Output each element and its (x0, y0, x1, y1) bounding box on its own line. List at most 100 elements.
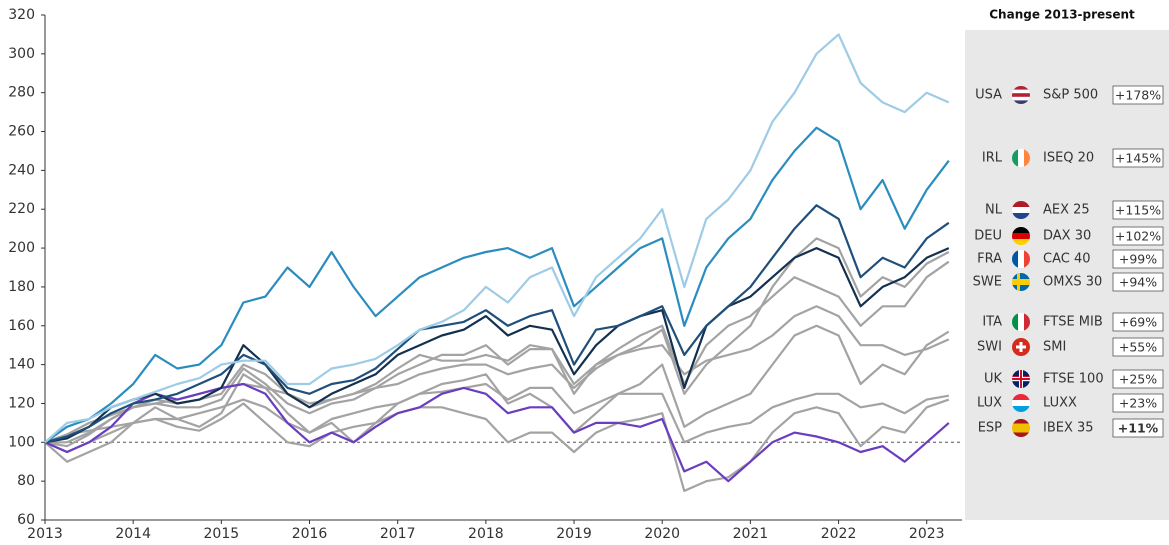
y-tick-label: 220 (8, 201, 35, 217)
flag-stripe (1012, 432, 1030, 437)
legend-country: FRA (977, 252, 1002, 267)
flag-stripe (1012, 428, 1030, 433)
flag (1012, 338, 1030, 356)
flag-stripe (1012, 89, 1030, 94)
legend-change: +11% (1118, 421, 1159, 436)
change-box (1112, 249, 1164, 269)
change-box (1112, 200, 1164, 220)
flag-stripe (1012, 273, 1030, 280)
legend-country: SWI (977, 340, 1002, 355)
flag-cross (1017, 273, 1020, 291)
flag-stripe (1012, 233, 1030, 240)
flag (1012, 250, 1030, 268)
flag-stripe (1012, 96, 1030, 101)
flag-stripe (1012, 207, 1030, 214)
y-tick-label: 60 (17, 512, 35, 528)
flag (1012, 227, 1030, 245)
series-line (44, 382, 950, 483)
legend-country: SWE (973, 275, 1002, 290)
x-tick-label: 2016 (292, 526, 328, 542)
flag (1012, 149, 1030, 167)
legend-country: ESP (978, 421, 1002, 436)
legend-name: ISEQ 20 (1043, 151, 1094, 166)
legend-name: LUXX (1043, 396, 1077, 411)
flag-stripe (1024, 313, 1030, 331)
x-tick-label: 2021 (733, 526, 769, 542)
series-line (44, 324, 950, 463)
y-tick-label: 80 (17, 473, 35, 489)
legend-name: S&P 500 (1043, 88, 1098, 103)
legend-country: DEU (974, 229, 1002, 244)
legend-name: SMI (1043, 340, 1066, 355)
y-tick-label: 100 (8, 434, 35, 450)
change-box (1112, 148, 1164, 168)
legend-change: +25% (1119, 372, 1157, 387)
change-box (1112, 272, 1164, 292)
y-tick-label: 200 (8, 240, 35, 256)
flag (1012, 86, 1030, 104)
series-line (44, 398, 950, 492)
x-tick-label: 2020 (644, 526, 680, 542)
legend-country: UK (984, 372, 1003, 387)
change-box (1112, 312, 1164, 332)
legend-change: +102% (1115, 229, 1161, 244)
x-tick-label: 2023 (909, 526, 945, 542)
flag-stripe (1012, 419, 1030, 424)
flag (1012, 201, 1030, 219)
flag-stripe (1012, 406, 1030, 412)
flag-stripe (1012, 86, 1030, 91)
series-line (45, 237, 950, 444)
legend-name: CAC 40 (1043, 252, 1091, 267)
x-tick-label: 2013 (27, 526, 63, 542)
y-tick-label: 180 (8, 279, 35, 295)
flag-stripe (1012, 149, 1019, 167)
legend-country: IRL (982, 151, 1003, 166)
series-line (44, 33, 950, 444)
change-box (1112, 337, 1164, 357)
x-tick-label: 2015 (204, 526, 240, 542)
flag-stripe (1012, 423, 1030, 429)
legend-change: +99% (1119, 252, 1157, 267)
flag-cross (1020, 370, 1022, 388)
legend-change: +55% (1119, 340, 1157, 355)
flag-cross (1019, 342, 1023, 352)
flag-stripe (1024, 149, 1030, 167)
legend-country: LUX (977, 396, 1002, 411)
flag-stripe (1012, 394, 1030, 401)
flag (1012, 419, 1030, 437)
flag-stripe (1012, 201, 1030, 208)
y-tick-label: 140 (8, 357, 35, 373)
x-tick-label: 2014 (115, 526, 151, 542)
series-line (44, 382, 949, 444)
legend-name: FTSE MIB (1043, 315, 1103, 330)
flag-stripe (1012, 400, 1030, 407)
legend-change: +94% (1119, 275, 1157, 290)
flag (1012, 313, 1030, 331)
legend-change: +145% (1115, 151, 1161, 166)
change-box (1112, 85, 1164, 105)
flag-stripe (1012, 313, 1019, 331)
y-tick-label: 320 (8, 7, 35, 23)
flag-stripe (1012, 227, 1030, 234)
series-line (44, 247, 950, 444)
change-box (1112, 226, 1164, 246)
legend-country: NL (985, 203, 1003, 218)
legend-title: Change 2013-present (989, 8, 1135, 22)
change-box (1112, 418, 1164, 438)
legend-name: DAX 30 (1043, 229, 1091, 244)
legend-country: USA (975, 88, 1002, 103)
flag-stripe (1018, 313, 1025, 331)
legend-name: FTSE 100 (1043, 372, 1104, 387)
change-box (1112, 393, 1164, 413)
y-tick-label: 300 (8, 46, 35, 62)
y-tick-label: 240 (8, 162, 35, 178)
change-box (1112, 369, 1164, 389)
flag-stripe (1012, 213, 1030, 219)
y-tick-label: 260 (8, 124, 35, 140)
x-tick-label: 2017 (380, 526, 416, 542)
legend-change: +115% (1115, 203, 1161, 218)
x-tick-label: 2018 (468, 526, 504, 542)
flag (1012, 394, 1030, 412)
